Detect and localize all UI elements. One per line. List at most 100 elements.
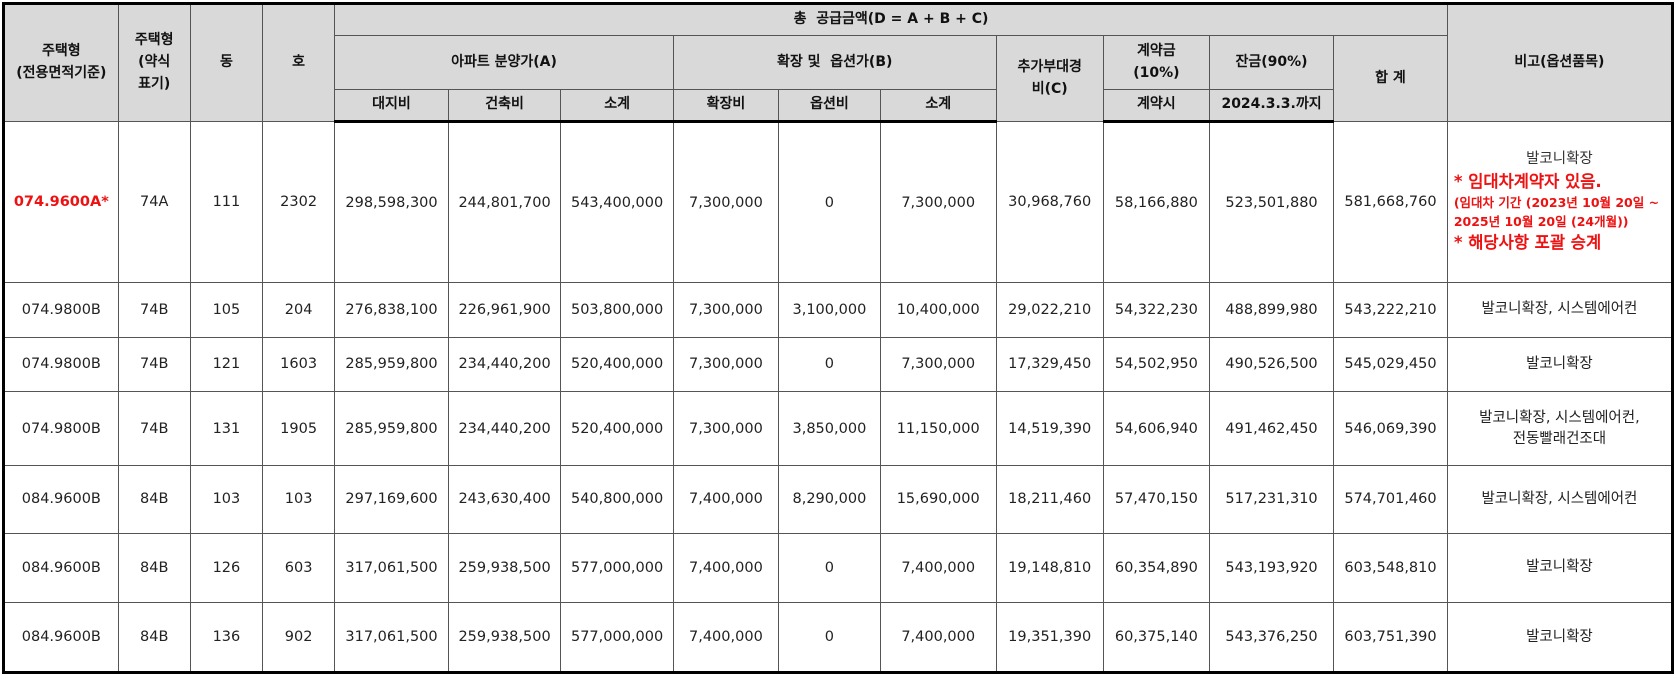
cell-balance: 543,193,920 <box>1208 532 1335 604</box>
table-body: 074.9600A* 74A 111 2302 298,598,300 244,801,7… <box>3 120 1674 673</box>
cell-building: 234,440,200 <box>447 336 562 393</box>
table-row: 074.9600A* 74A 111 2302 298,598,300 244,801,7… <box>3 120 1674 284</box>
cell-short: 74A <box>117 120 191 284</box>
cell-extra: 29,022,210 <box>995 282 1104 338</box>
col-ho: 호 <box>262 3 336 122</box>
remark-note: (임대차 기간 (2023년 10월 20일 ~ 2025년 10월 20일 (… <box>1453 195 1660 229</box>
cell-short: 74B <box>117 336 191 393</box>
col-option-fee: 옵션비 <box>777 89 881 123</box>
cell-ho: 1905 <box>262 391 336 467</box>
cell-building: 244,801,700 <box>447 120 562 284</box>
table-row: 084.9600B 84B 136 902 317,061,500 259,938,500… <box>3 602 1674 673</box>
cell-land: 298,598,300 <box>334 120 449 284</box>
cell-opt: 3,100,000 <box>777 282 881 338</box>
cell-exp: 7,400,000 <box>672 532 779 604</box>
cell-exp: 7,400,000 <box>672 465 779 534</box>
cell-deposit: 60,375,140 <box>1102 602 1210 673</box>
cell-sub-a: 577,000,000 <box>560 602 674 673</box>
cell-land: 297,169,600 <box>334 465 449 534</box>
cell-exp: 7,300,000 <box>672 391 779 467</box>
cell-sub-b: 15,690,000 <box>879 465 997 534</box>
cell-land: 276,838,100 <box>334 282 449 338</box>
cell-sub-a: 543,400,000 <box>560 120 674 284</box>
col-land: 대지비 <box>334 89 449 123</box>
cell-ho: 2302 <box>262 120 336 284</box>
cell-building: 259,938,500 <box>447 602 562 673</box>
cell-extra: 19,351,390 <box>995 602 1104 673</box>
cell-exp: 7,300,000 <box>672 336 779 393</box>
cell-total: 543,222,210 <box>1333 282 1448 338</box>
cell-opt: 3,850,000 <box>777 391 881 467</box>
cell-total: 603,548,810 <box>1333 532 1448 604</box>
cell-extra: 14,519,390 <box>995 391 1104 467</box>
cell-sub-b: 7,300,000 <box>879 336 997 393</box>
cell-opt: 8,290,000 <box>777 465 881 534</box>
cell-type: 074.9800B <box>3 391 119 467</box>
cell-total: 574,701,460 <box>1333 465 1448 534</box>
cell-type: 074.9600A* <box>3 120 119 284</box>
table-header: 주택형 (전용면적기준) 주택형 (약식 표기) 동 호 총 공급금액(D = … <box>3 3 1674 123</box>
table-row: 084.9600B 84B 126 603 317,061,500 259,938,500… <box>3 532 1674 604</box>
cell-balance: 490,526,500 <box>1208 336 1335 393</box>
cell-type: 074.9800B <box>3 336 119 393</box>
table-row: 074.9800B 74B 131 1905 285,959,800 234,440,20… <box>3 391 1674 467</box>
cell-deposit: 54,322,230 <box>1102 282 1210 338</box>
cell-extra: 19,148,810 <box>995 532 1104 604</box>
cell-building: 234,440,200 <box>447 391 562 467</box>
cell-remark: 발코니확장 <box>1446 602 1674 673</box>
cell-sub-a: 503,800,000 <box>560 282 674 338</box>
cell-ho: 603 <box>262 532 336 604</box>
cell-extra: 18,211,460 <box>995 465 1104 534</box>
cell-sub-a: 520,400,000 <box>560 336 674 393</box>
cell-exp: 7,300,000 <box>672 120 779 284</box>
cell-deposit: 54,606,940 <box>1102 391 1210 467</box>
col-subtotal-a: 소계 <box>560 89 674 123</box>
cell-ho: 103 <box>262 465 336 534</box>
cell-remark: 발코니확장 <box>1446 532 1674 604</box>
cell-ho: 204 <box>262 282 336 338</box>
cell-sub-b: 11,150,000 <box>879 391 997 467</box>
cell-short: 74B <box>117 391 191 467</box>
col-house-short: 주택형 (약식 표기) <box>117 3 191 122</box>
cell-extra: 17,329,450 <box>995 336 1104 393</box>
cell-dong: 126 <box>189 532 264 604</box>
cell-dong: 121 <box>189 336 264 393</box>
cell-building: 226,961,900 <box>447 282 562 338</box>
cell-total: 545,029,450 <box>1333 336 1448 393</box>
cell-sub-a: 540,800,000 <box>560 465 674 534</box>
remark-text: 발코니확장 <box>1526 151 1593 168</box>
cell-deposit: 58,166,880 <box>1102 120 1210 284</box>
col-apt-price: 아파트 분양가(A) <box>334 35 674 90</box>
cell-ho: 1603 <box>262 336 336 393</box>
cell-short: 84B <box>117 532 191 604</box>
cell-type: 084.9600B <box>3 602 119 673</box>
table-row: 074.9800B 74B 105 204 276,838,100 226,961,900… <box>3 282 1674 338</box>
cell-land: 285,959,800 <box>334 391 449 467</box>
cell-building: 259,938,500 <box>447 532 562 604</box>
col-house-type: 주택형 (전용면적기준) <box>3 3 119 122</box>
cell-dong: 136 <box>189 602 264 673</box>
col-balance: 잔금(90%) <box>1208 35 1335 90</box>
table-row: 074.9800B 74B 121 1603 285,959,800 234,440,20… <box>3 336 1674 393</box>
cell-short: 84B <box>117 465 191 534</box>
col-deposit: 계약금 (10%) <box>1102 35 1210 90</box>
cell-land: 285,959,800 <box>334 336 449 393</box>
cell-remark: 발코니확장 <box>1446 336 1674 393</box>
cell-opt: 0 <box>777 602 881 673</box>
table-row: 084.9600B 84B 103 103 297,169,600 243,630,400… <box>3 465 1674 534</box>
cell-deposit: 60,354,890 <box>1102 532 1210 604</box>
cell-remark: 발코니확장, 시스템에어컨 <box>1446 282 1674 338</box>
cell-land: 317,061,500 <box>334 602 449 673</box>
cell-balance: 517,231,310 <box>1208 465 1335 534</box>
cell-type: 084.9600B <box>3 465 119 534</box>
col-balance-due: 2024.3.3.까지 <box>1208 89 1335 123</box>
col-expansion-fee: 확장비 <box>672 89 779 123</box>
cell-deposit: 54,502,950 <box>1102 336 1210 393</box>
cell-sub-a: 577,000,000 <box>560 532 674 604</box>
col-dong: 동 <box>189 3 264 122</box>
cell-dong: 103 <box>189 465 264 534</box>
col-subtotal-b: 소계 <box>879 89 997 123</box>
cell-sub-b: 7,300,000 <box>879 120 997 284</box>
cell-total: 546,069,390 <box>1333 391 1448 467</box>
